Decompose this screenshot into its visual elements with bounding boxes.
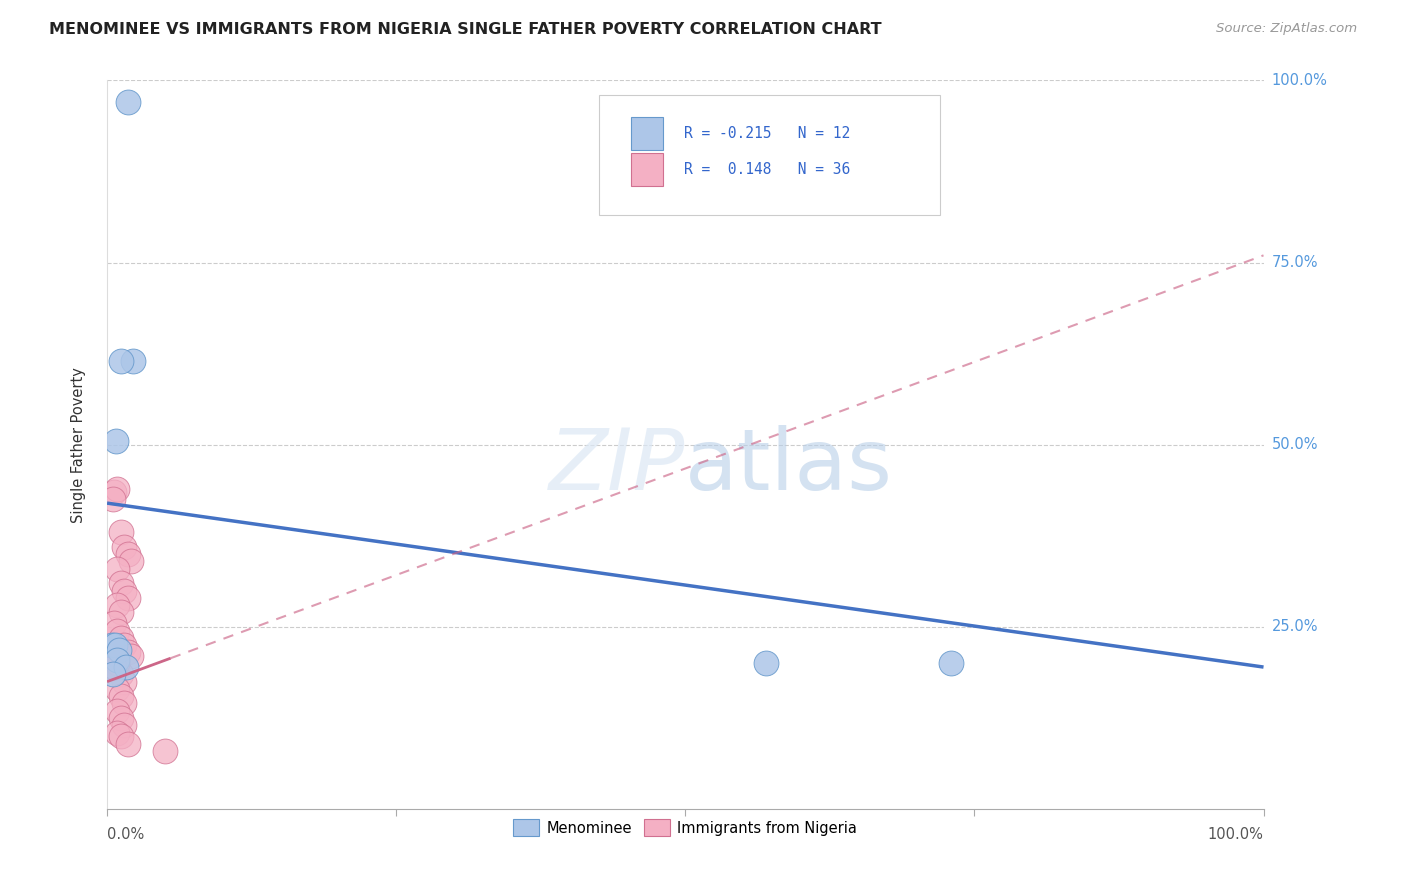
Point [107,624,129,638]
Point [110,729,132,743]
Text: ZIP: ZIP [550,425,685,508]
Point [112,697,135,711]
Text: atlas: atlas [685,425,893,508]
Text: R =  0.148   N = 36: R = 0.148 N = 36 [685,162,851,178]
FancyBboxPatch shape [599,95,939,215]
Point [107,657,129,671]
Point [112,583,135,598]
Text: 75.0%: 75.0% [1272,255,1319,270]
Point [117,645,139,659]
Point [107,725,129,739]
Point [107,643,129,657]
Text: 25.0%: 25.0% [1272,619,1319,634]
Point [153,744,176,758]
Point [100,638,122,652]
Point [101,492,124,507]
Point [114,660,136,674]
Text: 50.0%: 50.0% [1272,437,1319,452]
Point [120,554,142,568]
Point [120,649,142,664]
Point [121,354,143,368]
Point [107,660,129,674]
Point [107,482,129,496]
Legend: Menominee, Immigrants from Nigeria: Menominee, Immigrants from Nigeria [508,814,863,842]
Point [117,591,139,605]
Text: 0.0%: 0.0% [107,828,145,842]
Point [103,660,125,674]
Point [107,704,129,718]
Text: Source: ZipAtlas.com: Source: ZipAtlas.com [1216,22,1357,36]
Point [112,674,135,689]
Point [107,598,129,612]
Point [110,689,132,703]
Point [103,660,125,674]
Point [941,657,963,671]
Point [117,547,139,561]
Point [107,681,129,696]
Text: R = -0.215   N = 12: R = -0.215 N = 12 [685,126,851,141]
Point [112,638,135,652]
Point [103,660,125,674]
Point [107,562,129,576]
Text: MENOMINEE VS IMMIGRANTS FROM NIGERIA SINGLE FATHER POVERTY CORRELATION CHART: MENOMINEE VS IMMIGRANTS FROM NIGERIA SIN… [49,22,882,37]
Point [110,711,132,725]
Point [103,616,125,631]
Point [110,354,132,368]
Point [112,718,135,732]
Text: 100.0%: 100.0% [1208,828,1264,842]
Point [110,631,132,645]
Point [105,434,128,449]
Text: 100.0%: 100.0% [1272,73,1327,88]
Bar [631,117,664,150]
Point [110,576,132,591]
Point [110,606,132,620]
Point [107,653,129,667]
Point [110,525,132,540]
Point [112,540,135,554]
Point [117,95,139,110]
Y-axis label: Single Father Poverty: Single Father Poverty [72,367,86,523]
Point [755,657,778,671]
Point [110,667,132,681]
Point [104,638,127,652]
Point [103,485,125,500]
Bar [631,153,664,186]
Point [101,667,124,681]
Point [117,737,139,751]
